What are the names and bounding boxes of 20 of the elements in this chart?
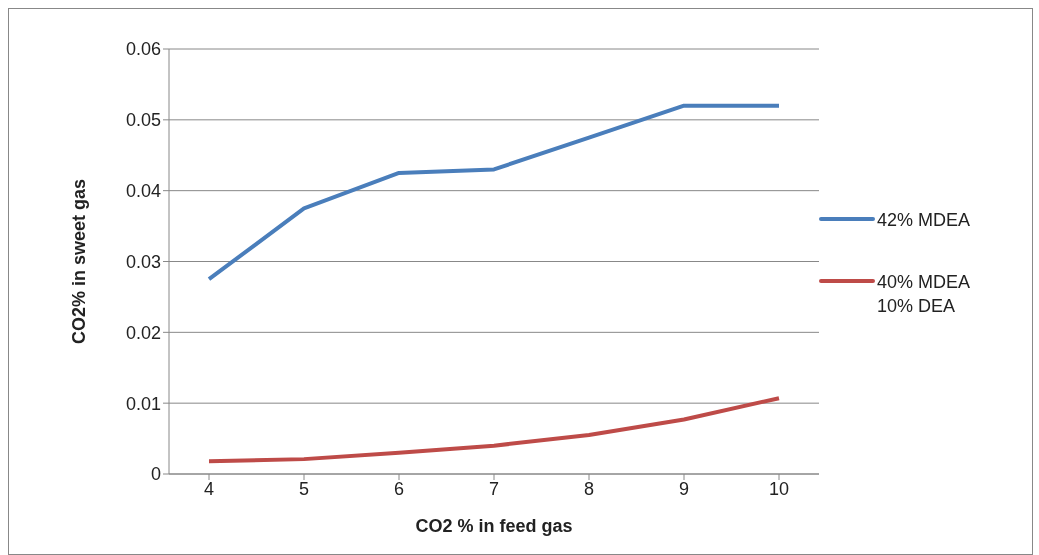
x-tick-label: 9 [678,478,690,499]
legend-label: 42% MDEA [877,208,972,232]
line-series [207,396,781,464]
y-tick-label: 0.02 [125,322,161,343]
y-tick-label: 0.01 [125,393,161,414]
y-tick-label: 0.06 [125,39,161,60]
x-axis-title: CO2 % in feed gas [415,516,573,536]
y-tick-label: 0 [150,464,161,485]
y-tick-label: 0.04 [125,181,161,202]
y-tick-label: 0.05 [125,110,161,131]
line-series [207,103,781,282]
x-tick-label: 6 [393,478,405,499]
x-tick-label: 10 [768,478,790,499]
legend-label: 40% MDEA 10% DEA [877,270,971,318]
x-tick-label: 4 [203,478,215,499]
y-axis-title: CO2% in sweet gas [69,178,90,345]
y-tick-label: 0.03 [125,251,161,272]
x-tick-label: 7 [488,478,500,499]
x-tick-label: 5 [298,478,310,499]
x-tick-label: 8 [583,478,595,499]
